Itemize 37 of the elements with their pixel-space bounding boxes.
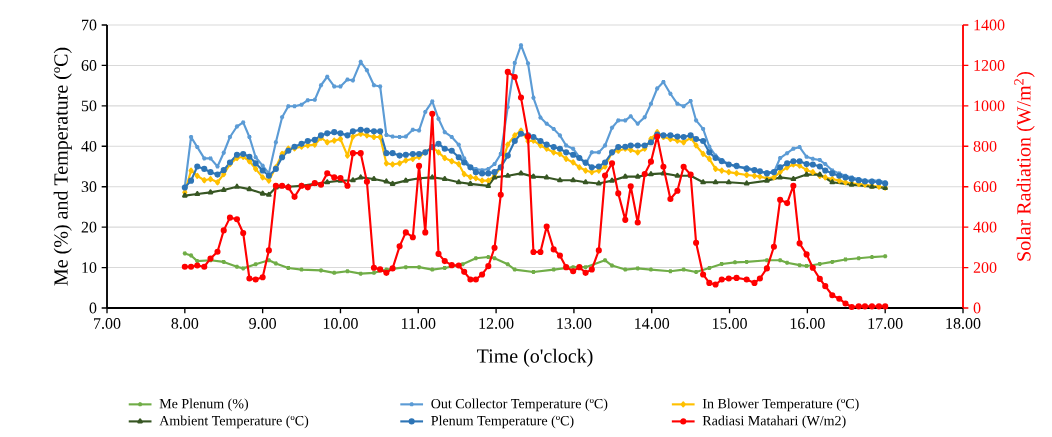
x-tick-label: 16.00 xyxy=(790,318,825,329)
x-tick-label: 9.00 xyxy=(249,318,277,329)
y2-tick-label: 800 xyxy=(973,140,997,152)
y2-axis-title: Solar Radiation (W/m$^{2}$) xyxy=(1014,71,1035,261)
x-axis-title: Time (o'clock) xyxy=(476,348,593,367)
y2-tick-label: 1400 xyxy=(974,19,1005,31)
y2-tick-label: 1000 xyxy=(974,100,1005,112)
y-tick-label: 70 xyxy=(82,19,97,31)
x-tick-label: 8.00 xyxy=(171,318,199,329)
legend-label: Me Plenum (%) xyxy=(159,398,249,412)
x-tick-label: 17.00 xyxy=(868,318,903,329)
legend-label: Radiasi Matahari (W/m2) xyxy=(702,415,846,429)
legend-label: In Blower Temperature (ºC) xyxy=(702,398,859,412)
y-axis-title: Me (%) and Temperature (ºC) xyxy=(53,47,72,286)
y-tick-label: 20 xyxy=(81,221,97,233)
y-tick-label: 0 xyxy=(89,302,97,314)
x-tick-label: 18.00 xyxy=(946,318,981,329)
x-tick-label: 15.00 xyxy=(712,318,747,329)
y2-tick-label: 200 xyxy=(973,262,997,273)
y-tick-label: 60 xyxy=(81,60,97,71)
y-tick-label: 40 xyxy=(81,140,97,152)
x-tick-label: 10.00 xyxy=(323,318,358,329)
x-tick-label: 13.00 xyxy=(557,318,592,329)
x-tick-label: 14.00 xyxy=(635,318,670,329)
y2-tick-label: 400 xyxy=(973,221,997,233)
x-tick-label: 11.00 xyxy=(401,318,436,329)
y2-tick-label: 0 xyxy=(973,302,981,314)
legend-label: Out Collector Temperature (ºC) xyxy=(431,398,608,412)
x-tick-label: 12.00 xyxy=(479,318,514,329)
y-tick-label: 50 xyxy=(81,100,97,112)
legend-label: Plenum Temperature (ºC) xyxy=(431,415,574,429)
legend-label: Ambient Temperature (ºC) xyxy=(159,415,309,429)
y-tick-label: 30 xyxy=(81,181,97,193)
y-tick-label: 10 xyxy=(82,262,97,273)
y2-tick-label: 600 xyxy=(973,181,997,193)
y2-tick-label: 1200 xyxy=(974,60,1005,71)
x-tick-label: 7.00 xyxy=(94,318,121,329)
